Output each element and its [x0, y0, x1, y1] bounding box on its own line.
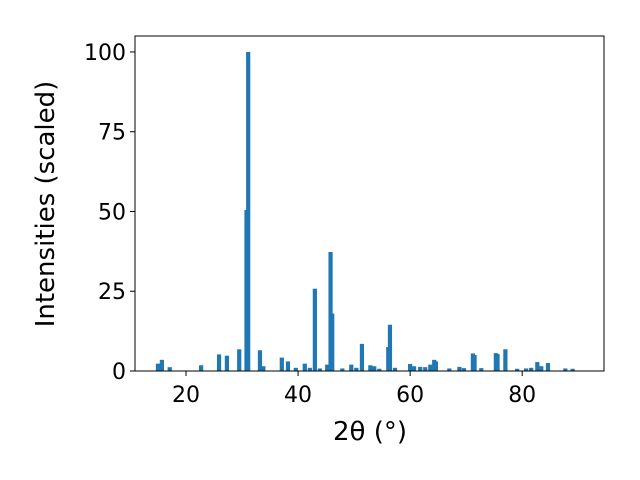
bar — [461, 368, 467, 371]
bar — [447, 368, 452, 371]
bar — [216, 354, 222, 371]
bar — [563, 368, 568, 371]
x-tick-label: 40 — [284, 383, 312, 408]
bar — [457, 366, 462, 371]
y-tick-label: 75 — [98, 121, 126, 146]
bar — [529, 367, 534, 371]
bar — [279, 357, 284, 371]
bar — [428, 364, 433, 371]
bar — [261, 366, 266, 371]
bar — [408, 363, 413, 371]
y-tick-label: 50 — [98, 200, 126, 225]
bar — [302, 363, 307, 371]
x-axis-label: 2θ (°) — [333, 417, 407, 447]
bar — [387, 324, 393, 371]
bar — [257, 350, 263, 371]
bar — [325, 364, 330, 371]
bar — [159, 359, 164, 371]
bar — [354, 367, 359, 371]
bar — [349, 364, 354, 371]
bar — [312, 288, 317, 371]
bar — [423, 367, 428, 371]
bar — [411, 366, 417, 371]
bar — [535, 362, 540, 371]
bar — [472, 355, 477, 371]
bar — [418, 366, 423, 371]
bar — [372, 366, 377, 371]
bar — [328, 251, 333, 371]
bar — [293, 367, 298, 371]
bar — [359, 343, 365, 371]
x-tick-label: 60 — [396, 383, 424, 408]
bar — [246, 51, 251, 371]
bar — [377, 368, 382, 371]
bar — [167, 367, 172, 371]
bar — [570, 368, 575, 371]
bar — [285, 361, 291, 371]
bar — [503, 349, 508, 371]
bar — [495, 354, 500, 371]
bar — [224, 355, 229, 371]
x-tick-label: 80 — [508, 383, 536, 408]
x-tick-label: 20 — [172, 383, 200, 408]
y-tick-label: 25 — [98, 280, 126, 305]
bar — [199, 365, 204, 371]
y-tick-label: 100 — [84, 41, 126, 66]
bar — [330, 313, 335, 371]
y-tick-label: 0 — [112, 360, 126, 385]
plot-frame — [134, 35, 605, 372]
bar — [524, 368, 529, 371]
bar — [237, 349, 242, 371]
bar — [539, 366, 544, 371]
bar — [479, 368, 484, 371]
bar — [307, 367, 312, 371]
bar — [155, 363, 161, 371]
bar — [317, 368, 323, 371]
bar — [340, 368, 345, 371]
bar — [515, 368, 520, 371]
bar — [368, 365, 373, 371]
y-axis-label: Intensities (scaled) — [31, 81, 61, 328]
bar — [433, 361, 439, 371]
bar — [392, 367, 398, 371]
bar — [545, 363, 551, 371]
